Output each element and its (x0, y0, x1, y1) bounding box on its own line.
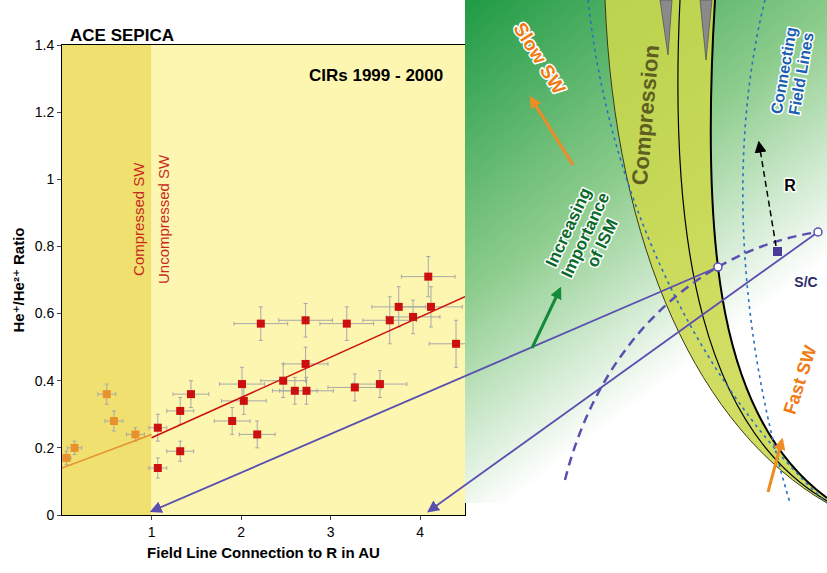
svg-text:IncreasingImportanceof ISM: IncreasingImportanceof ISM (540, 182, 630, 289)
svg-text:1: 1 (148, 524, 156, 540)
svg-text:1: 1 (46, 171, 54, 187)
svg-text:R: R (784, 177, 796, 194)
svg-text:1.4: 1.4 (35, 37, 55, 53)
svg-text:0.6: 0.6 (35, 305, 55, 321)
svg-text:3: 3 (327, 524, 335, 540)
svg-text:CIRs 1999 - 2000: CIRs 1999 - 2000 (309, 66, 443, 85)
svg-text:ConnectingField Lines: ConnectingField Lines (767, 26, 816, 119)
svg-text:0.8: 0.8 (35, 238, 55, 254)
svg-text:Compressed SW: Compressed SW (130, 162, 147, 276)
svg-text:2: 2 (237, 524, 245, 540)
svg-text:Field Line Connection to R in: Field Line Connection to R in AU (147, 544, 380, 561)
svg-text:0: 0 (46, 507, 54, 523)
svg-text:Uncompressed SW: Uncompressed SW (155, 154, 172, 284)
svg-text:0.2: 0.2 (35, 440, 55, 456)
svg-text:Slow SW: Slow SW (510, 18, 570, 97)
svg-text:Compression: Compression (626, 44, 663, 186)
svg-text:Fast SW: Fast SW (780, 343, 821, 417)
svg-text:4: 4 (416, 524, 424, 540)
svg-text:0.4: 0.4 (35, 373, 55, 389)
svg-text:S/C: S/C (794, 274, 817, 290)
svg-text:1.2: 1.2 (35, 104, 55, 120)
svg-text:ACE SEPICA: ACE SEPICA (70, 26, 174, 45)
svg-text:He⁺/He²⁺ Ratio: He⁺/He²⁺ Ratio (10, 227, 27, 332)
